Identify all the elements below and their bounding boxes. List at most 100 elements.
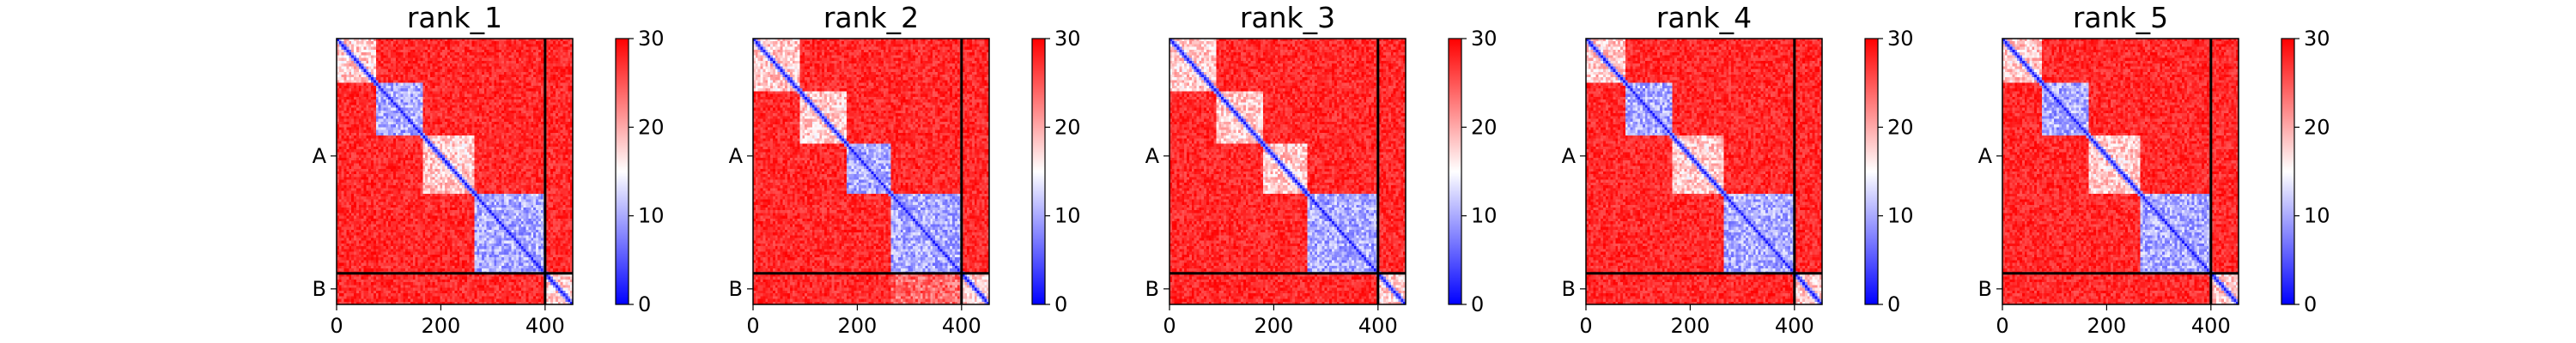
heatmap-cell: [338, 55, 343, 59]
heatmap-cell: [437, 66, 440, 70]
heatmap-cell: [417, 46, 421, 51]
heatmap-cell: [449, 52, 453, 56]
heatmap-cell: [383, 46, 386, 51]
heatmap-cell: [477, 57, 480, 62]
heatmap-cell: [520, 55, 525, 59]
heatmap-cell: [474, 77, 477, 81]
heatmap-cell: [354, 57, 357, 62]
heatmap-cell: [363, 39, 367, 42]
heatmap-cell: [338, 74, 343, 78]
heatmap-cell: [536, 77, 539, 81]
heatmap-cell: [449, 71, 453, 75]
heatmap-cell: [375, 41, 380, 45]
heatmap-cell: [341, 77, 345, 81]
heatmap-cell: [503, 80, 507, 84]
heatmap-cell: [511, 69, 514, 73]
heatmap-cell: [392, 46, 397, 51]
heatmap-cell: [366, 52, 369, 56]
heatmap-cell: [440, 41, 443, 45]
heatmap-cell: [337, 41, 340, 45]
heatmap-cell: [373, 74, 377, 78]
heatmap-cell: [432, 57, 436, 62]
heatmap-cell: [371, 60, 374, 64]
heatmap-cell: [457, 80, 460, 84]
heatmap-cell: [351, 39, 355, 42]
heatmap-cell: [518, 46, 522, 51]
heatmap-cell: [338, 49, 343, 53]
heatmap-cell: [474, 49, 477, 53]
heatmap-cell: [400, 55, 404, 59]
heatmap-cell: [570, 60, 574, 64]
heatmap-cell: [454, 44, 458, 48]
heatmap-cell: [341, 63, 345, 67]
heatmap-cell: [536, 74, 539, 78]
heatmap-cell: [410, 41, 414, 45]
heatmap-cell: [368, 39, 372, 42]
heatmap-cell: [437, 63, 440, 67]
heatmap-cell: [457, 57, 460, 62]
heatmap-cell: [361, 44, 365, 48]
heatmap-cell: [429, 63, 434, 67]
heatmap-cell: [526, 71, 530, 75]
heatmap-cell: [361, 63, 365, 67]
heatmap-cell: [526, 55, 530, 59]
heatmap-cell: [553, 63, 556, 67]
heatmap-cell: [366, 49, 369, 53]
heatmap-cell: [337, 55, 340, 59]
heatmap-cell: [361, 39, 365, 42]
heatmap-cell: [506, 69, 510, 73]
heatmap-cell: [479, 39, 483, 42]
heatmap-cell: [511, 52, 514, 56]
heatmap-cell: [434, 71, 439, 75]
heatmap-cell: [474, 44, 477, 48]
heatmap-cell: [555, 77, 559, 81]
heatmap-cell: [513, 66, 517, 70]
heatmap-cell: [531, 55, 534, 59]
heatmap-cell: [442, 71, 446, 75]
heatmap-cell: [346, 60, 349, 64]
heatmap-cell: [388, 77, 392, 81]
heatmap-cell: [358, 41, 362, 45]
heatmap-cell: [457, 46, 460, 51]
heatmap-cell: [408, 74, 411, 78]
heatmap-cell: [432, 80, 436, 84]
heatmap-cell: [474, 39, 477, 42]
heatmap-cell: [545, 49, 549, 53]
heatmap-cell: [459, 52, 463, 56]
heatmap-cell: [538, 44, 542, 48]
heatmap-cell: [338, 80, 343, 84]
heatmap-cell: [528, 46, 532, 51]
heatmap-cell: [391, 74, 394, 78]
heatmap-cell: [434, 66, 439, 70]
heatmap-cell: [553, 44, 556, 48]
heatmap-cell: [540, 60, 544, 64]
heatmap-cell: [483, 63, 488, 67]
heatmap-cell: [503, 69, 507, 73]
heatmap-cell: [425, 46, 428, 51]
heatmap-cell: [503, 74, 507, 78]
heatmap-cell: [499, 46, 502, 51]
heatmap-cell: [489, 44, 493, 48]
heatmap-cell: [445, 49, 448, 53]
heatmap-cell: [557, 39, 562, 42]
heatmap-cell: [513, 55, 517, 59]
heatmap-cell: [452, 66, 456, 70]
heatmap-cell: [499, 44, 502, 48]
heatmap-cell: [361, 46, 365, 51]
heatmap-cell: [528, 49, 532, 53]
heatmap-cell: [471, 60, 476, 64]
heatmap-cell: [496, 44, 500, 48]
heatmap-cell: [447, 52, 451, 56]
heatmap-cell: [491, 63, 495, 67]
heatmap-cell: [516, 41, 519, 45]
heatmap-cell: [471, 74, 476, 78]
heatmap-cell: [412, 66, 416, 70]
heatmap-cell: [429, 74, 434, 78]
heatmap-cell: [338, 71, 343, 75]
heatmap-cell: [361, 77, 365, 81]
heatmap-cell: [568, 49, 571, 53]
heatmap-cell: [358, 44, 362, 48]
heatmap-cell: [378, 46, 382, 51]
heatmap-cell: [437, 39, 440, 42]
heatmap-cell: [373, 63, 377, 67]
